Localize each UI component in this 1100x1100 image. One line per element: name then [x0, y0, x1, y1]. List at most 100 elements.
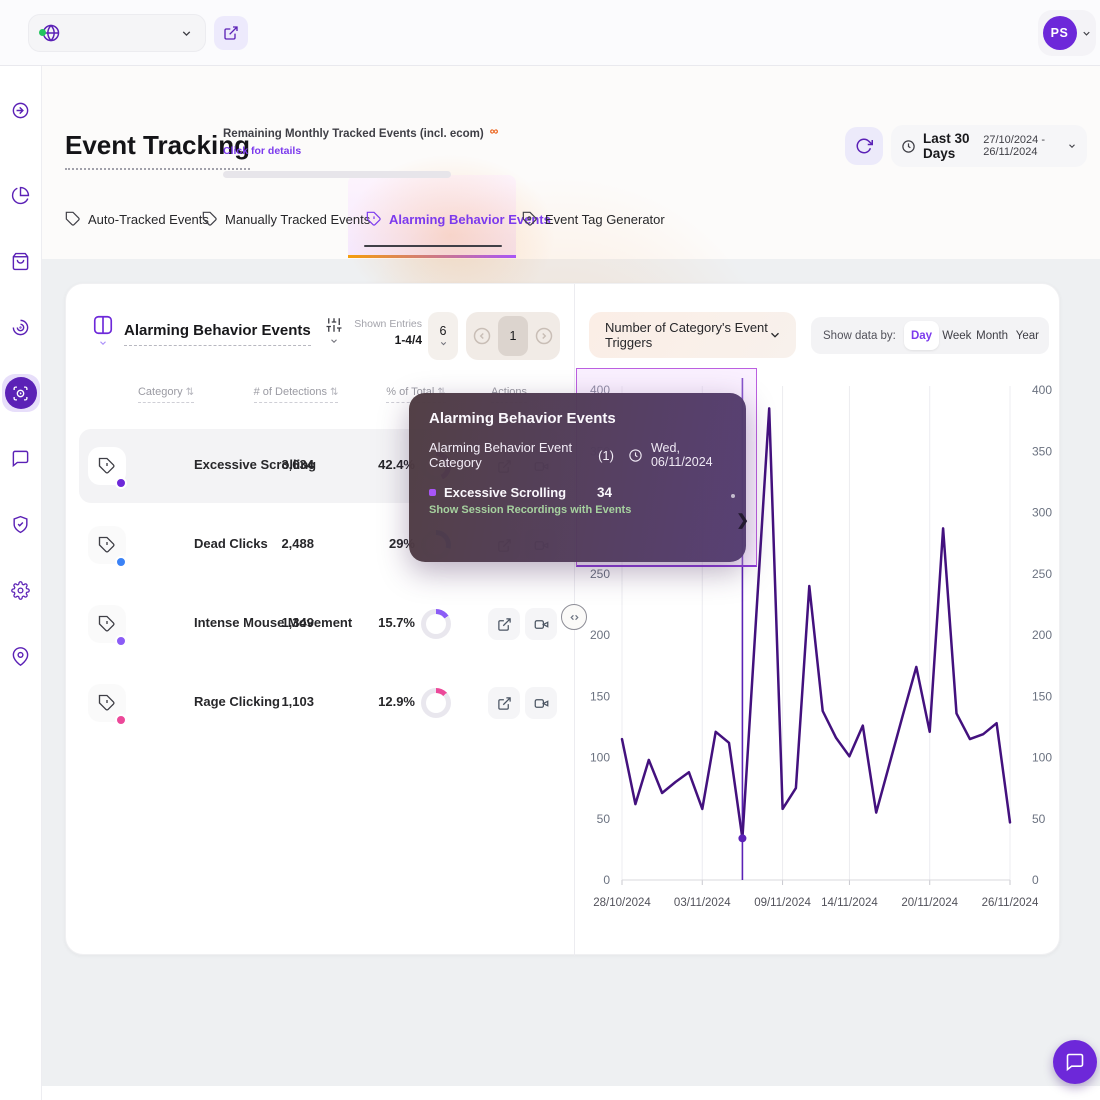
date-range-value: 27/10/2024 - 26/11/2024 — [983, 134, 1046, 158]
tag-icon — [202, 211, 218, 227]
sidebar — [0, 66, 42, 1100]
column-header-detections[interactable]: # of Detections ⇅ — [236, 386, 356, 403]
date-preset-label: Last 30 Days — [923, 131, 970, 161]
map-pin-icon — [11, 646, 30, 666]
category-color-dot — [115, 714, 127, 726]
avatar: PS — [1042, 16, 1077, 50]
svg-text:350: 350 — [1032, 444, 1052, 458]
table-row[interactable]: Rage Clicking 1,103 12.9% — [79, 666, 561, 740]
clock-icon — [901, 139, 916, 154]
open-events-button[interactable] — [488, 687, 520, 719]
session-recordings-button[interactable] — [525, 687, 557, 719]
tag-gear-icon — [522, 211, 538, 227]
table-row[interactable]: Intense Mouse Movement 1,349 15.7% — [79, 587, 561, 661]
tooltip-next-arrow[interactable]: ❯ — [736, 512, 749, 529]
tooltip-scroll-dot — [731, 494, 735, 498]
tab-auto-tracked-events[interactable]: Auto-Tracked Events — [65, 205, 209, 233]
chart-tooltip: Alarming Behavior Events Alarming Behavi… — [409, 393, 749, 562]
sidebar-item-event-tracking[interactable] — [1, 374, 40, 412]
open-site-button[interactable] — [214, 16, 248, 50]
column-header-category[interactable]: Category ⇅ — [106, 386, 226, 403]
line-chart[interactable]: 0050501001001501502002002502503003003503… — [576, 372, 1058, 932]
svg-text:250: 250 — [1032, 567, 1052, 581]
tag-icon — [65, 211, 81, 227]
tooltip-series-name: Excessive Scrolling — [444, 485, 567, 500]
shield-check-icon — [11, 515, 30, 534]
sidebar-item-settings[interactable] — [6, 575, 36, 605]
topbar: PS — [0, 0, 1100, 66]
table-filter-button[interactable] — [320, 316, 348, 360]
sidebar-item-dashboard[interactable] — [6, 180, 36, 210]
site-selector-dropdown[interactable] — [28, 14, 206, 52]
svg-text:200: 200 — [1032, 628, 1052, 642]
sidebar-item-visitor-location[interactable] — [6, 641, 36, 671]
show-data-by-label: Show data by: — [823, 329, 896, 342]
tab-label: Manually Tracked Events — [225, 211, 371, 227]
chevron-down-icon — [329, 336, 339, 346]
chevron-down-icon — [1081, 28, 1092, 39]
tab-event-tag-generator[interactable]: Event Tag Generator — [522, 205, 665, 233]
chevron-down-icon — [180, 27, 193, 40]
clock-icon — [628, 448, 643, 463]
svg-text:300: 300 — [1032, 506, 1052, 520]
tab-label: Auto-Tracked Events — [88, 211, 209, 227]
current-page[interactable]: 1 — [498, 316, 528, 356]
granularity-day[interactable]: Day — [903, 321, 940, 350]
open-events-button[interactable] — [488, 608, 520, 640]
chart-metric-label: Number of Category's Event Triggers — [605, 320, 768, 350]
tab-alarming-behavior-events[interactable]: Alarming Behavior Events — [366, 205, 551, 233]
category-color-dot — [115, 556, 127, 568]
granularity-switcher: Show data by: Day Week Month Year — [811, 317, 1049, 354]
chevron-down-icon — [1067, 141, 1077, 151]
page-size-select[interactable]: 6 — [428, 312, 458, 360]
sidebar-item-privacy[interactable] — [6, 509, 36, 539]
table-panel-title: Alarming Behavior Events — [124, 322, 311, 346]
sidebar-item-expand[interactable] — [6, 95, 36, 125]
granularity-year[interactable]: Year — [1015, 329, 1039, 342]
svg-text:28/10/2024: 28/10/2024 — [593, 897, 651, 909]
svg-text:50: 50 — [597, 812, 611, 826]
quota-label: Remaining Monthly Tracked Events (incl. … — [223, 128, 484, 140]
pct-donut — [421, 688, 451, 718]
category-name: Excessive Scrolling — [194, 457, 317, 472]
external-link-icon — [223, 25, 239, 41]
active-tab-underline — [364, 245, 502, 247]
bottom-strip — [42, 1086, 1100, 1100]
category-name: Rage Clicking — [194, 694, 280, 709]
shopping-bag-icon — [11, 252, 30, 271]
granularity-week[interactable]: Week — [942, 329, 972, 342]
chat-widget-button[interactable] — [1053, 1040, 1097, 1084]
category-color-dot — [115, 635, 127, 647]
session-recordings-button[interactable] — [525, 608, 557, 640]
tooltip-category-label: Alarming Behavior Event Category — [429, 440, 573, 470]
tab-label: Alarming Behavior Events — [389, 211, 551, 227]
date-range-picker[interactable]: Last 30 Days 27/10/2024 - 26/11/2024 — [891, 125, 1087, 167]
table-view-button[interactable] — [88, 314, 118, 360]
refresh-button[interactable] — [845, 127, 883, 165]
events-card: Alarming Behavior Events Shown Entries 1… — [65, 283, 1060, 956]
arrow-right-circle-icon — [11, 101, 30, 120]
tab-manually-tracked-events[interactable]: Manually Tracked Events — [202, 205, 370, 233]
chevron-down-icon — [98, 338, 108, 348]
svg-text:400: 400 — [1032, 383, 1052, 397]
show-session-recordings-link[interactable]: Show Session Recordings with Events — [429, 504, 632, 516]
next-page-button[interactable] — [532, 324, 556, 348]
category-name: Dead Clicks — [194, 536, 268, 551]
prev-page-button[interactable] — [470, 324, 494, 348]
resize-panels-button[interactable] — [561, 604, 587, 630]
sidebar-item-feedback[interactable] — [6, 443, 36, 473]
target-scan-icon — [4, 377, 37, 409]
svg-text:250: 250 — [590, 567, 610, 581]
category-color-dot — [115, 477, 127, 489]
detections-value: 2,488 — [281, 536, 314, 551]
sidebar-item-ecommerce[interactable] — [6, 246, 36, 276]
shown-entries-value: 1-4/4 — [394, 333, 422, 347]
page-title: Event Tracking — [65, 130, 250, 170]
shown-entries-label: Shown Entries — [354, 318, 422, 330]
user-menu[interactable]: PS — [1038, 10, 1096, 56]
svg-text:0: 0 — [603, 873, 610, 887]
sidebar-item-performance[interactable] — [6, 312, 36, 342]
quota-details-link[interactable]: Click for details — [223, 145, 302, 157]
chart-metric-dropdown[interactable]: Number of Category's Event Triggers — [589, 312, 796, 358]
granularity-month[interactable]: Month — [976, 329, 1009, 342]
